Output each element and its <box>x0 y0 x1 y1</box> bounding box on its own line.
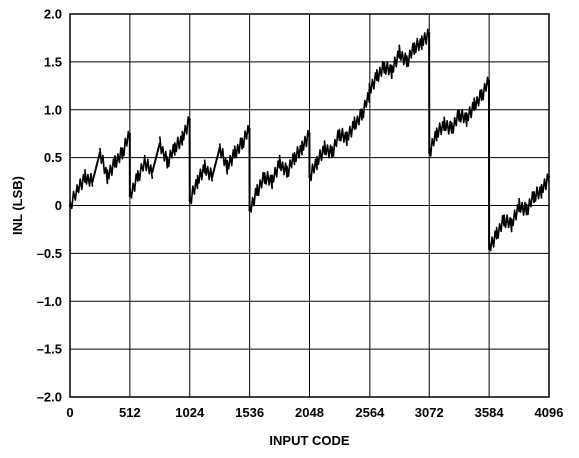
y-tick-labels: –2.0 –1.5 –1.0 –0.5 0 0.5 1.0 1.5 2.0 <box>37 7 62 405</box>
inl-data-point <box>353 122 356 126</box>
inl-data-point <box>368 94 371 97</box>
inl-data-point <box>375 75 379 78</box>
inl-data-point <box>383 65 386 68</box>
y-tick-label: 1.0 <box>44 102 62 117</box>
inl-data-point <box>323 146 326 150</box>
y-tick-label: 0.5 <box>44 150 62 165</box>
inl-data-point <box>151 170 154 174</box>
inl-data-point <box>360 113 364 116</box>
inl-data-point <box>330 151 334 154</box>
inl-data-point <box>300 146 304 150</box>
inl-data-point <box>181 137 184 140</box>
inl-data-point <box>308 132 311 135</box>
inl-data-point <box>540 189 543 193</box>
inl-data-point <box>91 180 94 183</box>
inl-data-point <box>128 132 131 135</box>
inl-data-point <box>285 170 289 174</box>
inl-data-point <box>420 41 423 44</box>
inl-data-point <box>188 199 191 202</box>
inl-data-point <box>158 142 161 145</box>
x-tick-label: 2048 <box>295 405 324 420</box>
inl-data-point <box>487 247 491 250</box>
inl-data-point <box>143 161 146 164</box>
inl-data-point <box>75 189 79 193</box>
inl-data-point <box>405 60 408 64</box>
inl-data-point <box>368 89 371 92</box>
inl-data-point <box>495 233 498 236</box>
inl-data-point <box>480 94 483 97</box>
y-tick-label: –1.0 <box>37 294 62 309</box>
x-tick-label: 2564 <box>355 405 385 420</box>
y-tick-label: 0 <box>55 198 62 213</box>
inl-data-point <box>547 175 551 178</box>
inl-data-point <box>278 161 281 164</box>
x-tick-label: 512 <box>119 405 141 420</box>
inl-data-point <box>435 132 438 135</box>
inl-data-point <box>473 103 476 107</box>
inl-data-point <box>427 32 431 35</box>
inl-data-point <box>510 223 513 226</box>
inl-data-point <box>338 132 341 135</box>
inl-data-point <box>106 175 109 178</box>
inl-data-point <box>211 175 214 178</box>
inl-data-point <box>255 189 259 193</box>
inl-data-point <box>136 175 139 178</box>
inl-data-point <box>390 70 393 73</box>
inl-data-point <box>218 146 221 150</box>
inl-data-point <box>345 137 349 140</box>
inl-data-point <box>203 166 206 169</box>
inl-data-point <box>270 180 274 183</box>
x-tick-label: 3072 <box>415 405 444 420</box>
inl-data-point <box>121 151 124 154</box>
inl-data-point <box>188 118 191 121</box>
inl-data-point <box>83 175 87 178</box>
inl-data-point <box>128 194 132 198</box>
inl-data-point <box>173 146 176 150</box>
inl-data-point <box>113 161 117 164</box>
inl-data-point <box>502 218 506 222</box>
inl-data-point <box>233 151 236 154</box>
x-tick-label: 0 <box>66 405 73 420</box>
inl-data-point <box>458 113 461 116</box>
inl-data-point <box>308 175 311 178</box>
inl-data-point <box>487 79 491 83</box>
inl-data-point <box>428 151 431 154</box>
inl-data-point <box>443 122 446 126</box>
inl-data-point <box>525 209 528 212</box>
inl-data-point <box>465 118 468 121</box>
inl-data-point <box>413 46 416 49</box>
inl-data-point <box>240 142 244 145</box>
inl-data-point <box>398 51 401 54</box>
inl-data-point <box>248 209 251 212</box>
y-tick-label: 1.5 <box>44 54 62 69</box>
inl-data-point <box>532 194 536 198</box>
inl-data-point <box>196 180 199 183</box>
x-tick-labels: 0 512 1024 1536 2048 2564 3072 3584 4096 <box>66 405 563 420</box>
inl-data-point <box>315 161 319 164</box>
inl-data-point <box>226 166 229 169</box>
inl-data-point <box>248 127 251 131</box>
inl-data-point <box>68 204 72 207</box>
y-tick-label: –1.5 <box>37 342 62 357</box>
y-tick-label: 2.0 <box>44 7 62 22</box>
x-tick-label: 4096 <box>535 405 564 420</box>
series-layer <box>68 28 551 252</box>
y-tick-label: –0.5 <box>37 246 62 261</box>
inl-data-point <box>166 161 169 164</box>
inl-data-point <box>98 151 102 154</box>
x-tick-label: 1536 <box>235 405 264 420</box>
inl-data-point <box>517 204 521 207</box>
x-axis-title: INPUT CODE <box>269 433 350 448</box>
inl-data-point <box>293 156 296 159</box>
y-tick-label: –2.0 <box>37 390 62 405</box>
inl-data-point <box>263 175 266 178</box>
inl-data-point <box>450 127 453 131</box>
y-axis-title: INL (LSB) <box>10 176 25 235</box>
x-tick-label: 1024 <box>175 405 205 420</box>
x-tick-label: 3584 <box>475 405 505 420</box>
series-step-lines <box>91 33 491 249</box>
